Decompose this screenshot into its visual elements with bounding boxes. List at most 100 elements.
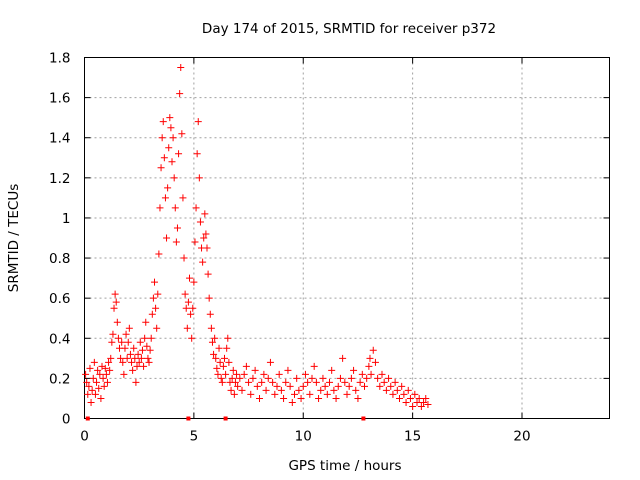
data-point: [225, 358, 233, 366]
data-point: [109, 330, 117, 338]
data-point: [91, 390, 99, 398]
data-point: [231, 378, 239, 386]
data-point: [334, 382, 342, 390]
gap-marker: [85, 416, 90, 421]
data-point: [249, 374, 257, 382]
data-point: [119, 358, 127, 366]
data-point: [123, 354, 131, 362]
data-point: [187, 310, 195, 318]
data-point: [97, 394, 105, 402]
data-point: [332, 394, 340, 402]
data-point: [317, 386, 325, 394]
data-point: [233, 370, 241, 378]
data-point: [84, 390, 92, 398]
data-point: [291, 390, 298, 398]
data-point: [154, 290, 162, 298]
data-point: [227, 386, 235, 394]
data-point: [273, 382, 281, 390]
data-point: [343, 390, 351, 398]
data-point: [103, 378, 111, 386]
data-point: [236, 374, 244, 382]
data-point: [415, 394, 423, 402]
data-point: [132, 378, 140, 386]
data-point: [214, 370, 222, 378]
data-point: [175, 150, 183, 158]
data-point: [161, 194, 169, 202]
data-point: [304, 378, 312, 386]
data-point: [165, 144, 173, 152]
data-point: [404, 386, 412, 394]
data-point: [93, 378, 101, 386]
data-point: [253, 382, 261, 390]
data-point: [308, 374, 316, 382]
data-point: [323, 390, 331, 398]
data-point: [194, 118, 202, 126]
data-point: [106, 366, 114, 374]
data-point: [177, 64, 185, 72]
data-point: [137, 354, 145, 362]
data-point: [247, 390, 255, 398]
gap-markers: [85, 416, 366, 421]
data-point: [203, 244, 211, 252]
data-point: [172, 238, 180, 246]
data-point: [417, 402, 425, 410]
data-point: [345, 382, 353, 390]
data-point: [223, 344, 231, 352]
data-point: [240, 370, 248, 378]
data-point: [141, 334, 149, 342]
x-tick-label: 10: [295, 429, 312, 445]
data-point: [400, 390, 408, 398]
data-point: [201, 210, 209, 218]
data-point: [182, 304, 190, 312]
data-point: [365, 362, 373, 370]
data-point: [299, 382, 307, 390]
data-point: [369, 346, 377, 354]
data-point: [88, 386, 96, 394]
data-point: [361, 382, 368, 390]
data-point: [160, 154, 168, 162]
data-point: [366, 354, 374, 362]
data-point: [180, 254, 188, 262]
data-point: [358, 370, 366, 378]
data-point: [382, 386, 390, 394]
data-point: [264, 374, 272, 382]
data-point: [189, 304, 197, 312]
data-point: [102, 370, 110, 378]
data-point: [277, 386, 285, 394]
data-point: [89, 374, 97, 382]
data-point: [215, 344, 223, 352]
data-point: [271, 390, 279, 398]
data-point: [205, 294, 213, 302]
data-point: [166, 114, 174, 122]
data-point: [155, 250, 163, 258]
y-tick-label: 1.6: [49, 91, 70, 107]
data-point: [228, 374, 236, 382]
data-point: [168, 158, 176, 166]
data-point: [212, 354, 220, 362]
data-point: [219, 362, 227, 370]
data-point: [262, 386, 270, 394]
x-tick-label: 15: [404, 429, 421, 445]
data-point: [178, 130, 186, 138]
data-point: [409, 402, 417, 410]
data-point: [319, 374, 327, 382]
data-point: [207, 324, 215, 332]
x-axis-label: GPS time / hours: [288, 458, 401, 474]
data-point: [371, 358, 379, 366]
data-point: [100, 382, 108, 390]
data-point: [424, 400, 432, 408]
data-point: [149, 294, 157, 302]
data-point: [363, 374, 371, 382]
data-point: [82, 370, 90, 378]
data-point: [341, 378, 349, 386]
data-point: [211, 334, 219, 342]
data-point: [129, 366, 137, 374]
data-point: [136, 338, 144, 346]
data-point: [167, 124, 175, 132]
x-tick-label: 20: [513, 429, 530, 445]
data-point: [85, 382, 93, 390]
data-point: [101, 364, 109, 372]
data-point: [86, 364, 94, 372]
data-point: [256, 394, 263, 402]
